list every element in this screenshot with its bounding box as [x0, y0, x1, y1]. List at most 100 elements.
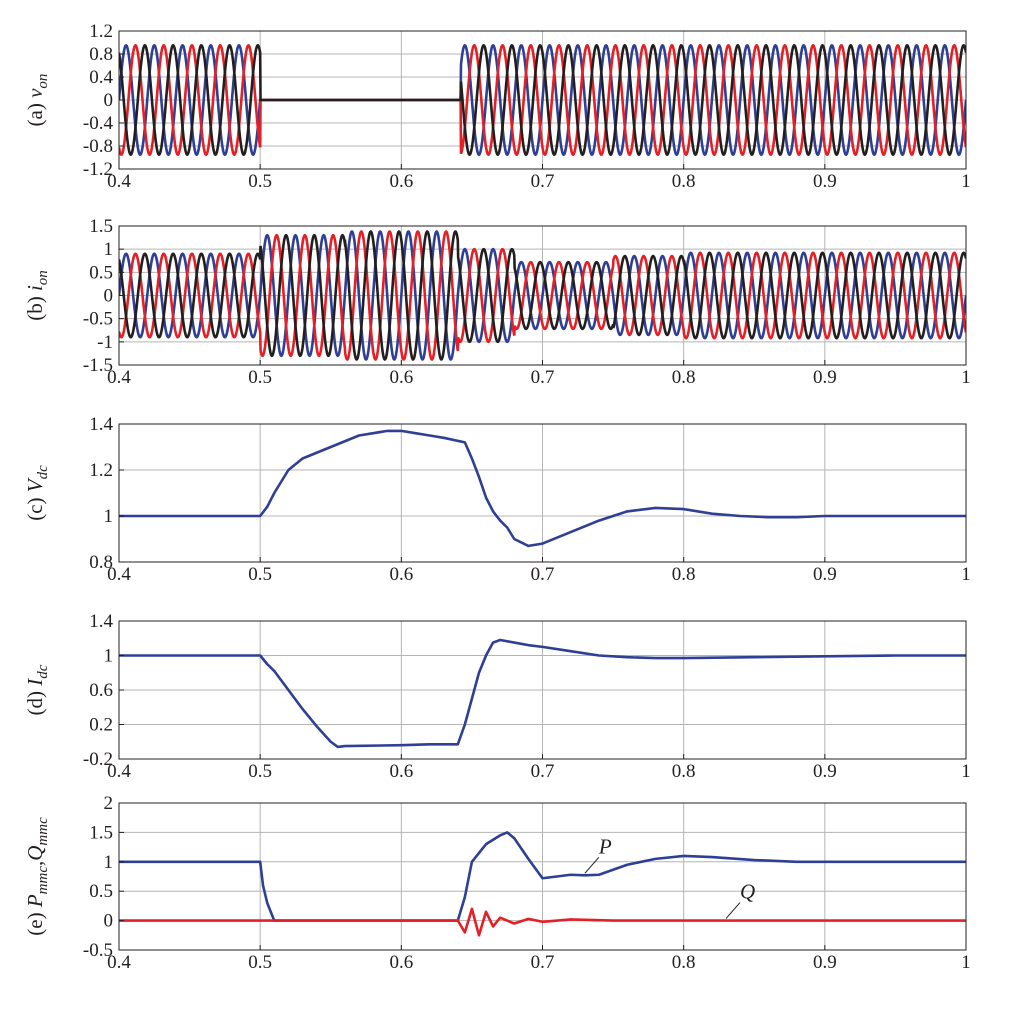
- phase-b-line: [119, 44, 966, 156]
- y-axis-label: (c) Vdc: [23, 465, 51, 521]
- y-tick-label: -1.2: [83, 159, 113, 180]
- y-tick-label: 0.8: [89, 44, 113, 65]
- y-tick-label: -0.5: [83, 940, 113, 961]
- y-tick-label: 0.2: [89, 715, 113, 736]
- x-tick-label: 0.6: [389, 171, 413, 192]
- y-tick-label: 1: [104, 506, 114, 527]
- y-tick-label: -0.5: [83, 309, 113, 330]
- y-tick-label: 0.4: [89, 67, 113, 88]
- y-label-symbol: P: [23, 894, 47, 908]
- annotation-leader: [725, 902, 741, 919]
- x-tick-label: 0.5: [248, 171, 272, 192]
- plot-area: [119, 638, 966, 749]
- y-tick-label: -0.8: [83, 136, 113, 157]
- y-label-subscript: mmc: [35, 866, 51, 895]
- y-label-symbol: i: [23, 285, 47, 291]
- x-tick-label: 0.6: [389, 564, 413, 585]
- annotation-label-q: Q: [740, 880, 755, 904]
- x-tick-label: 0.9: [813, 761, 837, 782]
- x-tick-label: 0.9: [813, 171, 837, 192]
- y-label-prefix: (a): [23, 98, 47, 127]
- x-tick-label: 0.8: [672, 171, 696, 192]
- panel-c: 0.4 0.5 0.6 0.7 0.8 0.9 1 1.4 1.2 1 0.8 (c) Vdc: [23, 414, 971, 585]
- x-tick-label: 1: [961, 367, 971, 388]
- x-tick-label: 0.6: [389, 952, 413, 973]
- x-tick-label: 0.9: [813, 367, 837, 388]
- y-tick-label: 0.6: [89, 680, 113, 701]
- y-tick-label: -0.2: [83, 749, 113, 770]
- y-tick-label: 1: [104, 646, 114, 667]
- y-tick-label: -1: [97, 332, 113, 353]
- x-tick-label: 0.6: [389, 367, 413, 388]
- phase-c-line: [119, 230, 966, 361]
- x-tick-label: 0.4: [107, 171, 131, 192]
- y-label-prefix: (c): [23, 492, 47, 521]
- y-label-symbol: Q: [23, 846, 47, 861]
- y-label-symbol: I: [23, 678, 47, 687]
- q-series-line: [119, 907, 966, 937]
- phase-b-line: [119, 230, 966, 361]
- y-label-sep: ,: [23, 861, 47, 866]
- y-tick-label: 0: [104, 90, 114, 111]
- y-label-symbol: v: [23, 88, 47, 98]
- y-tick-label: 0.5: [89, 262, 113, 283]
- x-tick-label: 0.4: [107, 952, 131, 973]
- annotation-leader: [584, 856, 600, 874]
- y-axis-label: (d) Idc: [23, 664, 51, 715]
- y-tick-label: 1: [104, 852, 114, 873]
- x-tick-label: 0.8: [672, 564, 696, 585]
- x-tick-label: 0.7: [531, 761, 555, 782]
- y-label-subscript: dc: [35, 664, 51, 679]
- x-tick-label: 1: [961, 952, 971, 973]
- x-tick-label: 0.5: [248, 761, 272, 782]
- x-tick-label: 0.8: [672, 367, 696, 388]
- y-tick-label: 1.5: [89, 822, 113, 843]
- annotation-label-p: P: [598, 834, 612, 858]
- panel-d: 0.4 0.5 0.6 0.7 0.8 0.9 1 1.4 1 0.6 0.2 -0.2 (d) Idc: [23, 611, 971, 782]
- x-tick-label: 0.8: [672, 952, 696, 973]
- y-tick-label: 0: [104, 911, 114, 932]
- x-tick-label: 0.7: [531, 564, 555, 585]
- x-tick-label: 0.8: [672, 761, 696, 782]
- y-tick-label: 1.5: [89, 216, 113, 237]
- x-tick-label: 0.7: [531, 952, 555, 973]
- x-tick-label: 0.5: [248, 564, 272, 585]
- plot-area: [119, 43, 966, 157]
- x-tick-label: 0.5: [248, 367, 272, 388]
- y-tick-label: -1.5: [83, 355, 113, 376]
- y-label-symbol: V: [23, 477, 47, 492]
- x-tick-label: 0.4: [107, 367, 131, 388]
- x-tick-label: 0.4: [107, 564, 131, 585]
- plot-area: [119, 429, 966, 548]
- x-tick-label: 0.7: [531, 171, 555, 192]
- y-tick-label: 0: [104, 286, 114, 307]
- x-tick-label: 0.5: [248, 952, 272, 973]
- y-tick-label: 0.5: [89, 881, 113, 902]
- x-tick-label: 0.9: [813, 952, 837, 973]
- y-label-subscript: on: [35, 270, 51, 285]
- y-axis-label: (e) Pmmc,Qmmc: [23, 817, 51, 936]
- phase-c-line: [119, 44, 966, 156]
- y-tick-label: -0.4: [83, 113, 114, 134]
- y-label-prefix: (d): [23, 686, 47, 716]
- y-label-subscript: on: [35, 74, 51, 89]
- phase-a-line: [119, 230, 966, 361]
- x-tick-label: 1: [961, 761, 971, 782]
- x-tick-label: 0.6: [389, 761, 413, 782]
- y-tick-label: 0.8: [89, 552, 113, 573]
- x-tick-label: 1: [961, 171, 971, 192]
- y-label-subscript: dc: [35, 465, 51, 480]
- y-label-prefix: (b): [23, 291, 47, 321]
- panel-b: 0.4 0.5 0.6 0.7 0.8 0.9 11.510.50-0.5-1-1.5(b)…: [23, 216, 971, 388]
- x-tick-label: 0.9: [813, 564, 837, 585]
- y-tick-label: 1.4: [89, 611, 113, 632]
- y-tick-label: 1: [104, 239, 114, 260]
- panel-a: 0.4 0.5 0.6 0.7 0.8 0.9 11.20.80.40-0.4-0.8-1.…: [23, 21, 971, 192]
- x-tick-label: 1: [961, 564, 971, 585]
- y-label-prefix: (e): [23, 907, 47, 936]
- plot-area: [119, 831, 966, 937]
- y-axis-label: (a) von: [23, 74, 51, 127]
- y-tick-label: 2: [104, 793, 114, 814]
- x-tick-label: 0.4: [107, 761, 131, 782]
